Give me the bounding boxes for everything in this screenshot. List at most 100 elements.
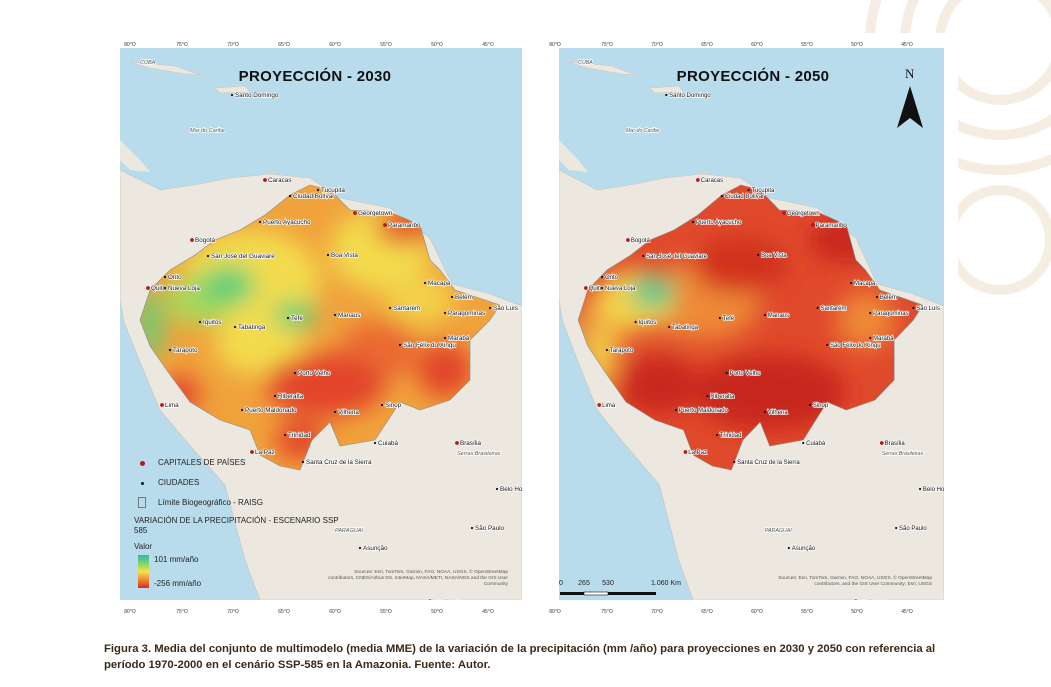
place-label: Porto Alegre xyxy=(428,599,463,600)
capital-marker xyxy=(455,441,459,445)
city-marker xyxy=(233,325,237,329)
place-label: Paragominas xyxy=(448,310,485,317)
longitude-label: 55°O xyxy=(801,609,813,615)
city-marker xyxy=(198,320,202,324)
surface-patch xyxy=(273,301,317,329)
scale-segment xyxy=(560,592,584,595)
city-marker xyxy=(763,313,766,317)
city-marker xyxy=(668,325,671,329)
place-label: Trinidad xyxy=(720,432,742,439)
city-marker xyxy=(692,220,695,224)
place-label: Bogotá xyxy=(195,237,215,244)
place-label: Brasília xyxy=(460,440,481,447)
longitude-label: 45°O xyxy=(482,42,494,48)
place-label: Santo Domingo xyxy=(235,92,279,99)
scale-segment xyxy=(583,591,609,596)
place-label: Caracas xyxy=(701,177,723,184)
longitude-label: 75°O xyxy=(601,42,613,48)
city-marker xyxy=(326,253,330,257)
city-marker xyxy=(333,410,337,414)
capital-marker xyxy=(263,178,267,182)
region-label: CUBA xyxy=(578,60,593,66)
longitude-label: 70°O xyxy=(651,609,663,615)
city-marker xyxy=(373,441,377,445)
longitude-label: 75°O xyxy=(176,42,188,48)
place-label: Vilhena xyxy=(768,409,789,416)
city-marker xyxy=(869,311,872,315)
place-label: Ciudad Bolívar xyxy=(725,193,765,200)
city-marker xyxy=(895,526,898,530)
place-label: São Luís xyxy=(493,305,518,312)
longitude-label: 70°O xyxy=(227,42,239,48)
place-label: Tefé xyxy=(291,315,303,322)
city-marker xyxy=(450,295,454,299)
place-label: Nueva Loja xyxy=(605,285,636,292)
map-2030: CUBA Santo Domingo Mar do Caribe Caracas Ciu… xyxy=(120,48,522,600)
city-marker xyxy=(826,343,829,347)
place-label: Lima xyxy=(602,402,616,409)
surface-patch xyxy=(200,265,256,305)
longitude-label: 80°O xyxy=(549,609,561,615)
city-marker xyxy=(333,313,337,317)
place-label: Puerto Ayacucho xyxy=(263,219,311,226)
longitude-label: 50°O xyxy=(851,42,863,48)
city-marker xyxy=(808,403,811,407)
longitude-label: 80°O xyxy=(124,42,136,48)
place-label: Santo Domingo xyxy=(669,92,711,99)
place-label: São Paulo xyxy=(475,525,505,532)
longitude-label: 50°O xyxy=(431,42,443,48)
city-marker xyxy=(802,441,805,445)
place-label: Tarapoto xyxy=(173,347,198,354)
north-arrow-shape xyxy=(897,86,923,128)
place-label: Brasília xyxy=(885,440,906,447)
map-credits: Sources: Esri, TomTom, Garmin, FAO, NOAA… xyxy=(778,576,932,588)
capital-marker xyxy=(810,223,815,227)
place-label: Porto Alegre xyxy=(854,599,888,600)
place-label: Sinop xyxy=(385,402,402,409)
city-marker xyxy=(725,371,728,375)
longitude-label: 75°O xyxy=(176,609,188,615)
central-america xyxy=(120,140,150,172)
place-label: São Félix do Xingu xyxy=(830,342,881,349)
capital-marker xyxy=(683,450,688,454)
longitude-label: 45°O xyxy=(482,609,494,615)
place-label: Tabatinga xyxy=(238,324,266,331)
scale-label: 1.060 Km xyxy=(651,580,681,587)
north-arrow xyxy=(897,86,923,128)
map-title: PROYECCIÓN - 2030 xyxy=(238,68,392,85)
place-label: Iquitos xyxy=(638,319,656,326)
city-marker xyxy=(674,408,677,412)
place-label: Macapá xyxy=(428,280,451,287)
scale-segment xyxy=(608,592,656,595)
place-label: Quito xyxy=(589,285,604,292)
place-label: Manaus xyxy=(338,312,360,319)
surface-patch xyxy=(836,292,895,348)
place-label: Santarém xyxy=(820,305,846,312)
longitude-label: 55°O xyxy=(380,42,392,48)
city-marker xyxy=(398,343,402,347)
surface-patch xyxy=(693,237,789,293)
place-label: Belo Horizonte xyxy=(500,486,522,493)
biogeographic-boundary xyxy=(577,184,924,471)
city-marker xyxy=(470,526,474,530)
city-marker xyxy=(163,286,167,290)
city-marker xyxy=(706,394,709,398)
longitude-label: 70°O xyxy=(651,42,663,48)
north-label: N xyxy=(905,66,915,81)
city-marker xyxy=(763,410,766,414)
place-label: Paragominas xyxy=(873,310,908,317)
place-label: Bogotá xyxy=(631,237,651,244)
place-label: Tucupita xyxy=(321,187,345,194)
city-marker xyxy=(168,348,172,352)
place-label: Tabatinga xyxy=(672,324,699,331)
scale-label: 0 xyxy=(559,580,563,587)
place-label: Paramaribo xyxy=(388,222,421,229)
city-marker xyxy=(286,316,290,320)
surface-patch xyxy=(265,353,385,417)
place-label: Boa Vista xyxy=(761,252,787,259)
place-label: Belém xyxy=(880,294,897,301)
city-marker xyxy=(715,433,719,437)
legend-heading: VARIACIÓN DE LA PRECIPITACIÓN - ESCENARI… xyxy=(134,516,339,535)
place-label: Orito xyxy=(605,274,619,281)
